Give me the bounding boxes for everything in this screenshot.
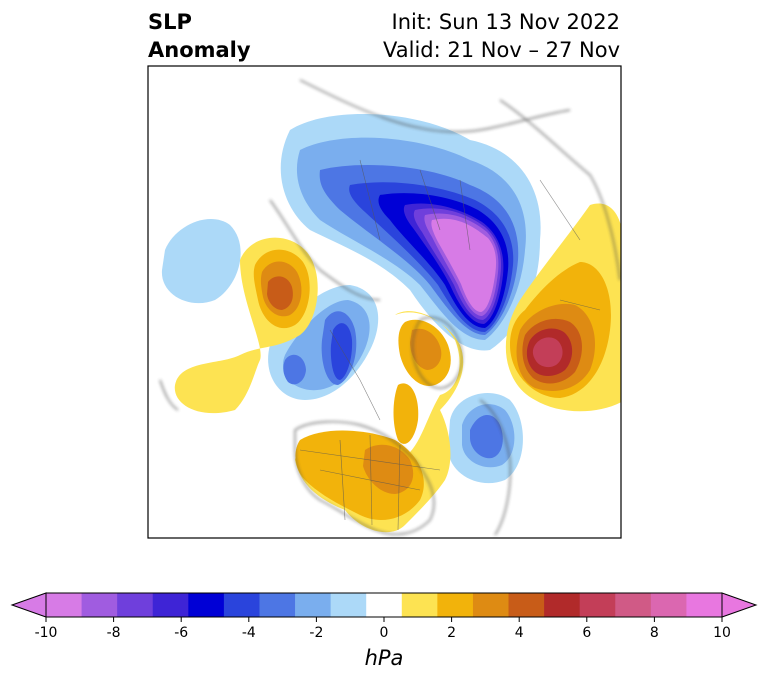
colorbar-extend-high [721, 592, 758, 618]
colorbar-segment [46, 593, 83, 617]
colorbar-tick-label: 8 [649, 625, 659, 641]
colorbar-tick-label: 4 [514, 625, 524, 641]
negative-anomaly-shading [161, 113, 541, 484]
colorbar-segment [508, 593, 545, 617]
map-border [147, 65, 622, 539]
colorbar-segment [544, 593, 581, 617]
valid-range: Valid: 21 Nov – 27 Nov [383, 38, 620, 62]
colorbar-tick-label: -10 [34, 625, 58, 641]
colorbar-tick-label: 2 [447, 625, 457, 641]
colorbar-segment [259, 593, 296, 617]
coastlines [159, 79, 621, 536]
colorbar-segment [223, 593, 260, 617]
colorbar-segment [330, 593, 367, 617]
colorbar-segments [46, 593, 723, 617]
colorbar-segment [686, 593, 723, 617]
colorbar [10, 592, 758, 622]
colorbar-segment [615, 593, 652, 617]
colorbar-segment [152, 593, 189, 617]
colorbar-segment [366, 593, 403, 617]
colorbar-unit: hPa [364, 646, 404, 670]
colorbar-ticks [45, 617, 723, 622]
date-info: Init: Sun 13 Nov 2022 Valid: 21 Nov – 27… [383, 8, 620, 64]
colorbar-tick-label: -6 [174, 625, 189, 641]
colorbar-segment [188, 593, 225, 617]
colorbar-segment [472, 593, 510, 617]
colorbar-tick-label: 0 [379, 625, 389, 641]
colorbar-tick-label: -8 [106, 625, 121, 641]
title-line-2: Anomaly [148, 38, 251, 62]
colorbar-segment [81, 593, 118, 617]
colorbar-segment [117, 593, 154, 617]
colorbar-tick-label: -4 [241, 625, 256, 641]
colorbar-extend-low [10, 592, 47, 618]
borders [299, 159, 601, 531]
colorbar-segment [650, 593, 687, 617]
colorbar-segment [295, 593, 332, 617]
title-line-1: SLP [148, 10, 192, 34]
init-date: Init: Sun 13 Nov 2022 [391, 10, 620, 34]
chart-title: SLP Anomaly [148, 8, 251, 64]
colorbar-segment [437, 593, 474, 617]
colorbar-tick-label: 6 [582, 625, 592, 641]
slp-anomaly-map [147, 65, 622, 539]
colorbar-segment [579, 593, 616, 617]
colorbar-tick-label: 10 [713, 625, 731, 641]
colorbar-tick-label: -2 [309, 625, 324, 641]
positive-anomaly-shading [174, 203, 621, 533]
colorbar-segment [401, 593, 438, 617]
map-frame-content [148, 66, 621, 538]
